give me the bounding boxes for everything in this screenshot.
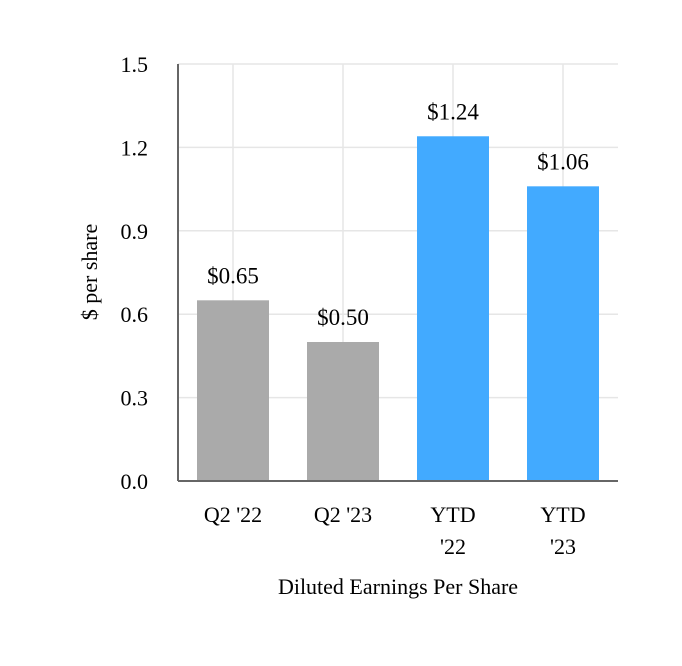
bar [417, 136, 489, 481]
y-tick-label: 0.3 [121, 386, 149, 411]
category-labels: Q2 '22 Q2 '23 YTD '22 YTD '23 [204, 502, 586, 559]
bar [307, 342, 379, 481]
x-tick-label: YTD [540, 502, 585, 527]
x-tick-label: '22 [440, 534, 466, 559]
y-tick-label: 0.6 [121, 302, 149, 327]
y-axis-title: $ per share [77, 224, 102, 321]
value-label: $1.24 [427, 99, 479, 124]
x-tick-label: YTD [430, 502, 475, 527]
y-tick-label: 1.2 [121, 135, 149, 160]
y-tick-label: 0.9 [121, 219, 149, 244]
x-tick-label: Q2 '22 [204, 502, 262, 527]
axes [177, 64, 618, 482]
bar [197, 300, 269, 481]
y-tick-label: 1.5 [121, 52, 149, 77]
y-tick-label: 0.0 [121, 469, 149, 494]
value-label: $0.65 [207, 263, 259, 288]
bars [197, 136, 599, 481]
value-label: $1.06 [537, 149, 589, 174]
value-labels: $0.65 $0.50 $1.24 $1.06 [207, 99, 589, 330]
x-tick-label: '23 [550, 534, 576, 559]
x-tick-label: Q2 '23 [314, 502, 372, 527]
x-axis-title: Diluted Earnings Per Share [278, 574, 518, 599]
bar [527, 186, 599, 481]
y-tick-labels: 0.0 0.3 0.6 0.9 1.2 1.5 [121, 52, 149, 494]
value-label: $0.50 [317, 305, 369, 330]
